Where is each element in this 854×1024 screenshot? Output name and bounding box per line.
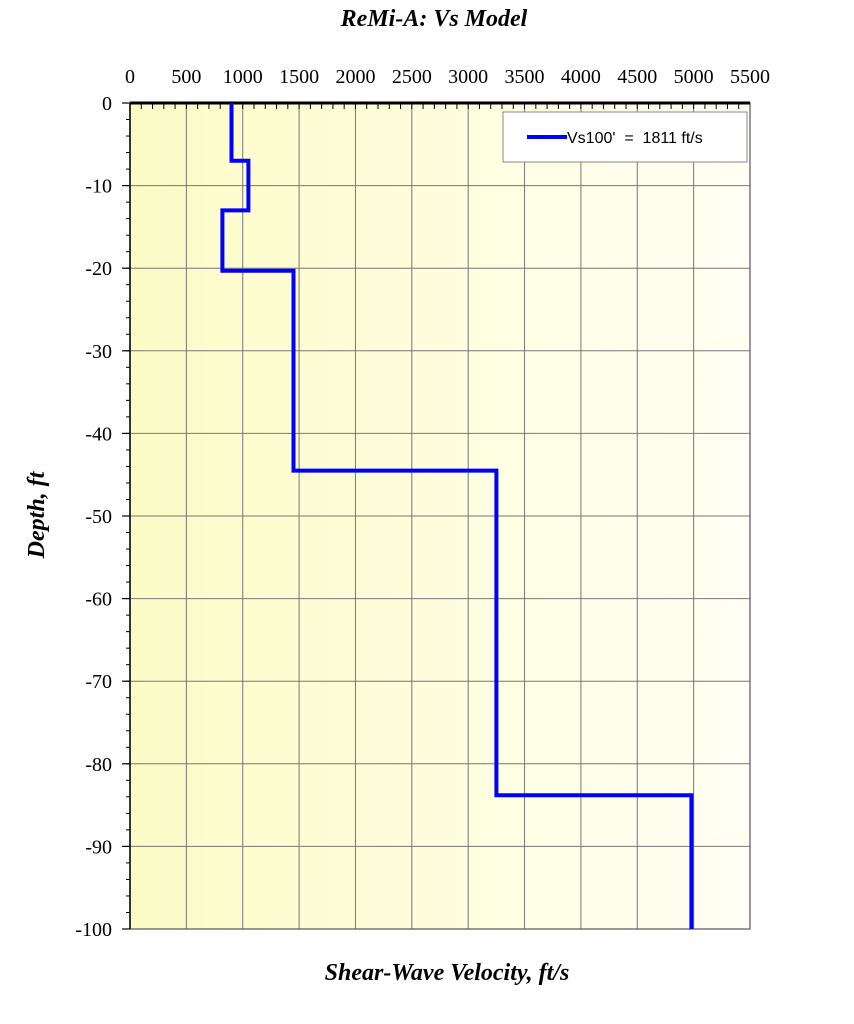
- y-tick-label: -50: [85, 506, 112, 528]
- y-axis-tick-labels: 0 -10 -20 -30 -40 -50 -60 -70 -80 -90 -100: [75, 93, 112, 941]
- legend-label: Vs100' = 1811 ft/s: [567, 130, 703, 147]
- y-tick-label: -80: [85, 754, 112, 776]
- x-tick-label: 5500: [730, 66, 770, 88]
- x-tick-label: 3000: [448, 66, 488, 88]
- series-line-vs-profile: [220, 103, 694, 929]
- y-tick-label: -40: [85, 423, 112, 445]
- x-tick-label: 1000: [223, 66, 263, 88]
- y-axis-title: Depth, ft: [24, 470, 50, 559]
- y-tick-label: -30: [85, 341, 112, 363]
- y-tick-label: -100: [75, 919, 112, 941]
- grid-lines: [130, 103, 750, 929]
- x-tick-label: 3500: [505, 66, 545, 88]
- y-tick-label: -60: [85, 589, 112, 611]
- x-axis-tick-labels: 0 500 1000 1500 2000 2500 3000 3500 4000 4500 5000…: [125, 66, 770, 88]
- legend: Vs100' = 1811 ft/s: [502, 111, 748, 163]
- x-tick-label: 4500: [617, 66, 657, 88]
- x-tick-label: 2000: [335, 66, 375, 88]
- y-tick-label: -90: [85, 836, 112, 858]
- x-tick-label: 1500: [279, 66, 319, 88]
- y-tick-label: -20: [85, 258, 112, 280]
- chart-title: ReMi-A: Vs Model: [340, 6, 528, 32]
- x-tick-label: 5000: [674, 66, 714, 88]
- x-tick-label: 4000: [561, 66, 601, 88]
- y-tick-label: -10: [85, 176, 112, 198]
- x-tick-label: 0: [125, 66, 135, 88]
- x-axis-title: Shear-Wave Velocity, ft/s: [325, 960, 570, 986]
- y-tick-label: 0: [102, 93, 112, 115]
- y-tick-label: -70: [85, 671, 112, 693]
- x-tick-label: 2500: [392, 66, 432, 88]
- x-tick-label: 500: [171, 66, 201, 88]
- series-group: [220, 103, 694, 929]
